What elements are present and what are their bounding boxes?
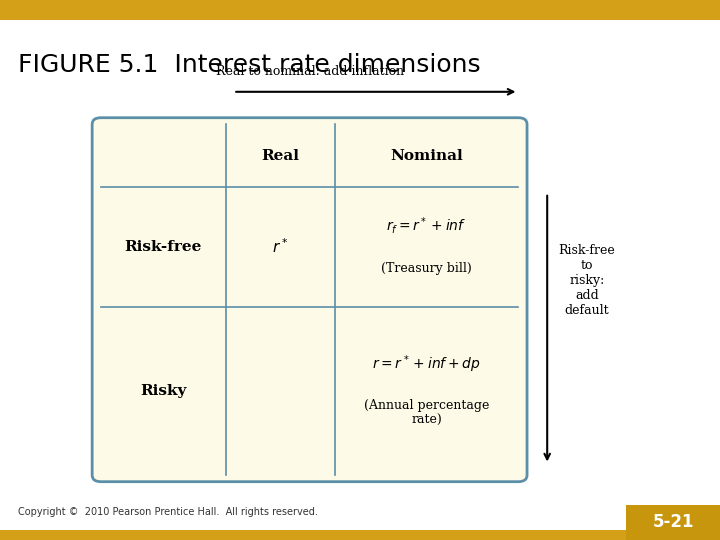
Text: FIGURE 5.1  Interest rate dimensions: FIGURE 5.1 Interest rate dimensions: [18, 53, 481, 77]
Text: $r^*$: $r^*$: [272, 238, 289, 256]
Text: Risky: Risky: [140, 384, 186, 398]
Text: Risk-free: Risk-free: [125, 240, 202, 254]
Bar: [626, 505, 720, 540]
Bar: [0, 0, 720, 20]
Text: (Annual percentage
rate): (Annual percentage rate): [364, 399, 489, 427]
Text: $r = r^* + inf + dp$: $r = r^* + inf + dp$: [372, 353, 481, 375]
Text: Nominal: Nominal: [390, 149, 463, 163]
Text: Risk-free
to
risky:
add
default: Risk-free to risky: add default: [559, 244, 615, 318]
Text: Copyright ©  2010 Pearson Prentice Hall.  All rights reserved.: Copyright © 2010 Pearson Prentice Hall. …: [18, 507, 318, 517]
Text: Real: Real: [261, 149, 300, 163]
Text: Real to nominal: add inflation: Real to nominal: add inflation: [215, 65, 404, 78]
Bar: [0, 530, 720, 540]
Text: (Treasury bill): (Treasury bill): [381, 262, 472, 275]
Text: $r_f = r^* + inf$: $r_f = r^* + inf$: [387, 215, 467, 236]
Text: 5-21: 5-21: [652, 514, 694, 531]
FancyBboxPatch shape: [92, 118, 527, 482]
